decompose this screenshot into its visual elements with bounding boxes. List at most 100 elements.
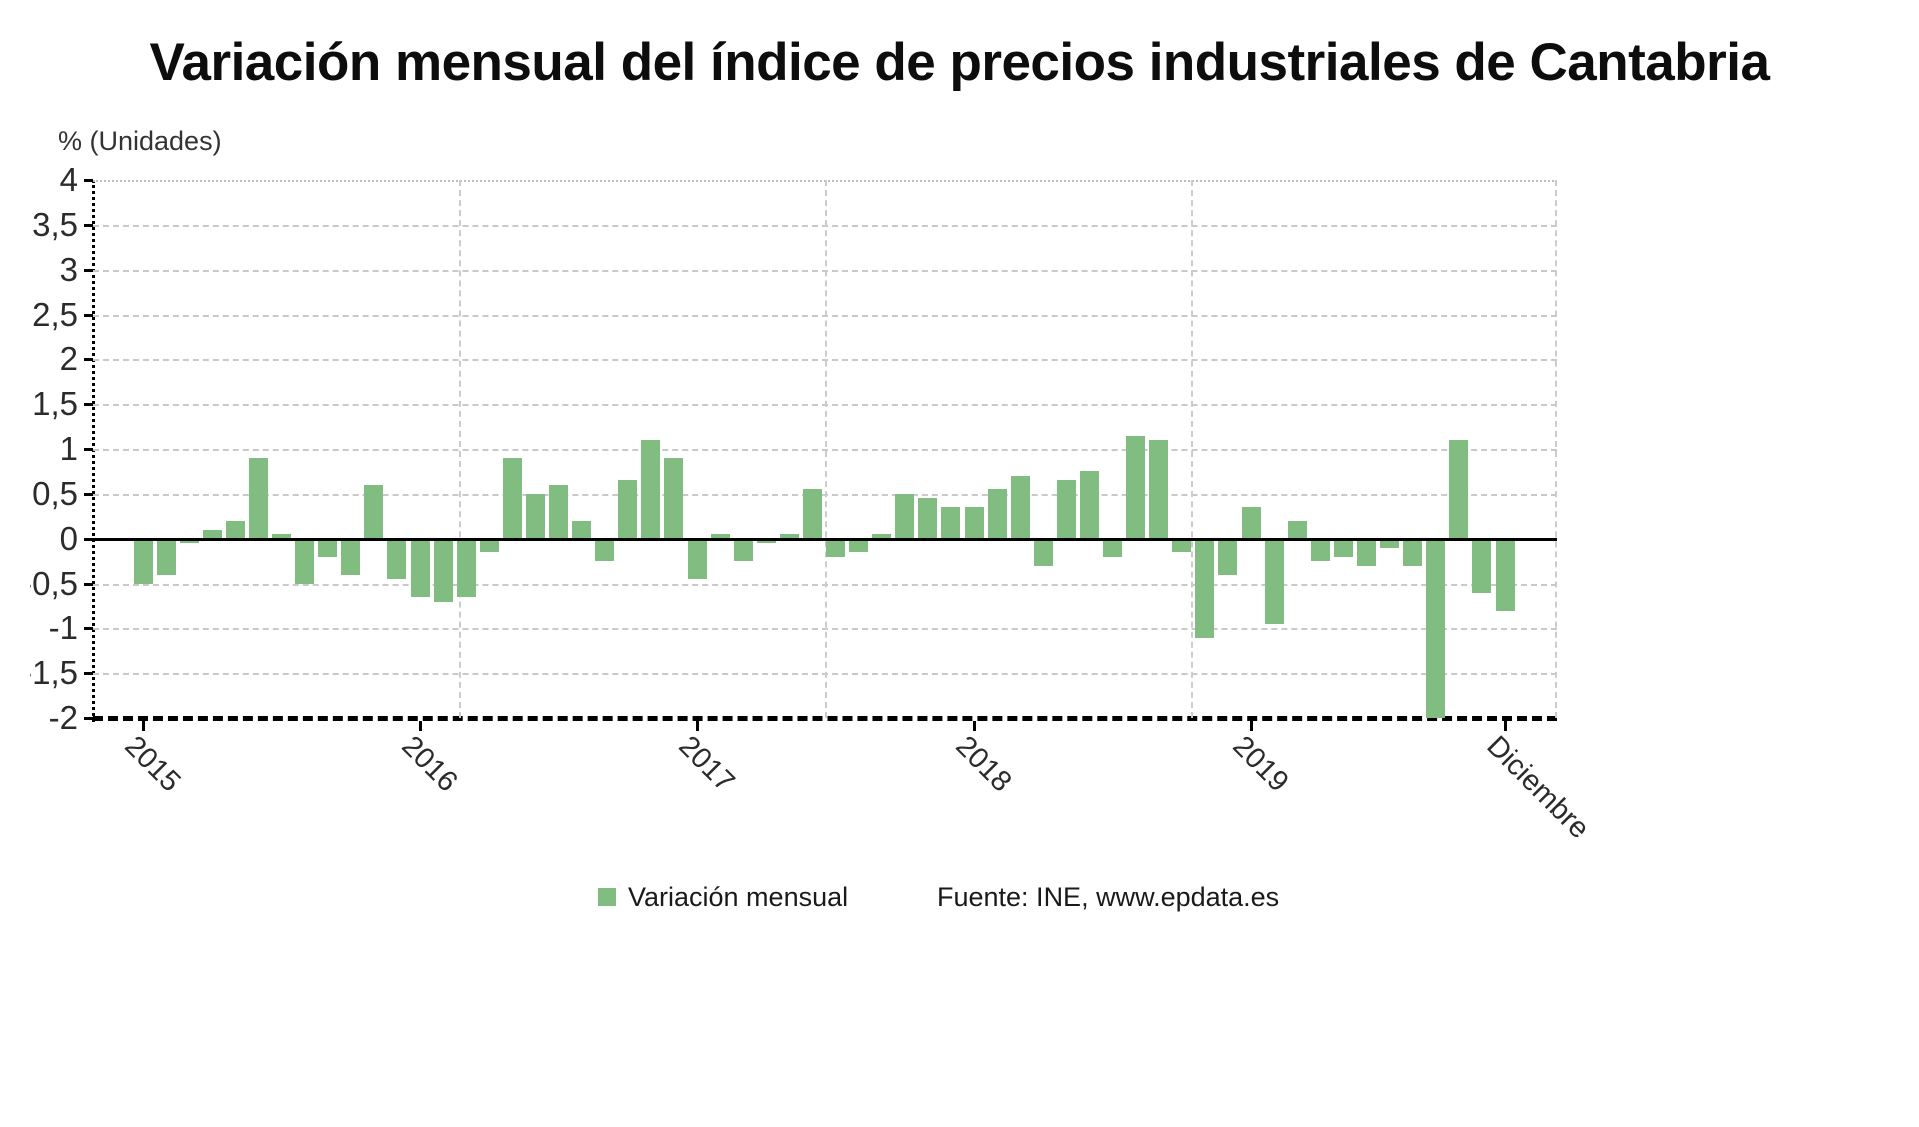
bar bbox=[457, 539, 476, 597]
x-tick-label: Diciembre bbox=[1480, 730, 1596, 845]
bar bbox=[249, 458, 268, 539]
x-tick-mark bbox=[1504, 721, 1507, 731]
y-tick-label: 2,5 bbox=[30, 294, 78, 336]
x-tick-mark bbox=[1250, 721, 1253, 731]
bar bbox=[1357, 539, 1376, 566]
bar bbox=[295, 539, 314, 584]
x-tick-label: 2019 bbox=[1226, 730, 1295, 799]
x-tick-mark bbox=[142, 721, 145, 731]
y-tick-mark bbox=[84, 224, 93, 227]
bar bbox=[1011, 476, 1030, 539]
y-tick-mark bbox=[84, 627, 93, 630]
bar bbox=[1426, 539, 1445, 718]
bar bbox=[480, 539, 499, 552]
legend-label: Variación mensual bbox=[628, 882, 849, 912]
bar bbox=[1288, 521, 1307, 539]
y-tick-mark bbox=[84, 448, 93, 451]
y-tick-mark bbox=[84, 538, 93, 541]
y-tick-mark bbox=[84, 314, 93, 317]
bar bbox=[387, 539, 406, 579]
y-tick-mark bbox=[84, 493, 93, 496]
y-tick-label: 3,5 bbox=[30, 204, 78, 246]
y-tick-label-text: 0,5 bbox=[32, 475, 78, 512]
y-tick-label-text: 0 bbox=[59, 520, 78, 557]
y-tick-mark bbox=[84, 179, 93, 182]
x-axis-line bbox=[93, 716, 1557, 721]
gridline-vertical bbox=[1191, 180, 1193, 718]
y-tick-label: 3 bbox=[30, 249, 78, 291]
y-tick-label-text: 1,5 bbox=[32, 385, 78, 422]
y-tick-label: 0,5 bbox=[30, 473, 78, 515]
bar bbox=[895, 494, 914, 539]
y-tick-label: -0,5 bbox=[30, 563, 78, 605]
y-tick-label-text: -1,5 bbox=[30, 654, 78, 691]
bar bbox=[134, 539, 153, 584]
bar bbox=[272, 534, 291, 538]
bar bbox=[157, 539, 176, 575]
y-tick-mark bbox=[84, 583, 93, 586]
bar bbox=[318, 539, 337, 557]
bar bbox=[803, 489, 822, 538]
bar bbox=[757, 539, 776, 543]
y-tick-label-text: 3,5 bbox=[32, 206, 78, 243]
y-tick-label: -2 bbox=[30, 697, 78, 739]
bar bbox=[641, 440, 660, 539]
x-tick-mark bbox=[419, 721, 422, 731]
legend-swatch-icon bbox=[598, 888, 616, 906]
y-tick-mark bbox=[84, 358, 93, 361]
x-tick-label: 2018 bbox=[949, 730, 1018, 799]
bar bbox=[203, 530, 222, 539]
bar bbox=[1057, 480, 1076, 538]
bar bbox=[434, 539, 453, 602]
y-tick-label-text: 2,5 bbox=[32, 296, 78, 333]
bar bbox=[503, 458, 522, 539]
gridline-vertical bbox=[459, 180, 461, 718]
bar bbox=[849, 539, 868, 552]
bar bbox=[549, 485, 568, 539]
bar bbox=[688, 539, 707, 579]
bar bbox=[1496, 539, 1515, 611]
bar bbox=[1172, 539, 1191, 552]
bar bbox=[1218, 539, 1237, 575]
y-tick-label: 0 bbox=[30, 518, 78, 560]
source-text: Fuente: INE, www.epdata.es bbox=[937, 882, 1280, 912]
y-tick-label-text: 1 bbox=[59, 430, 78, 467]
bar bbox=[1403, 539, 1422, 566]
x-tick-label: 2016 bbox=[395, 730, 464, 799]
bar bbox=[1311, 539, 1330, 561]
chart-title: Variación mensual del índice de precios … bbox=[149, 33, 1770, 92]
bar bbox=[1265, 539, 1284, 624]
bar bbox=[1149, 440, 1168, 539]
y-tick-label: 1 bbox=[30, 428, 78, 470]
bar bbox=[941, 507, 960, 538]
plot-right-border bbox=[1555, 180, 1557, 718]
bar bbox=[526, 494, 545, 539]
y-axis-unit-label: % (Unidades) bbox=[58, 126, 222, 156]
bar bbox=[965, 507, 984, 538]
y-tick-label-text: -0,5 bbox=[30, 565, 78, 602]
y-tick-label: -1 bbox=[30, 607, 78, 649]
bar bbox=[918, 498, 937, 538]
y-tick-mark bbox=[84, 269, 93, 272]
y-tick-mark bbox=[84, 717, 93, 720]
bar bbox=[411, 539, 430, 597]
y-tick-mark bbox=[84, 672, 93, 675]
bar bbox=[872, 534, 891, 538]
bar bbox=[1034, 539, 1053, 566]
bar bbox=[341, 539, 360, 575]
bar bbox=[1380, 539, 1399, 548]
bar bbox=[826, 539, 845, 557]
bar bbox=[1449, 440, 1468, 539]
y-tick-label: -1,5 bbox=[30, 652, 78, 694]
bar bbox=[180, 539, 199, 543]
bar bbox=[595, 539, 614, 561]
zero-baseline bbox=[93, 538, 1557, 541]
bar bbox=[1080, 471, 1099, 538]
x-tick-mark bbox=[973, 721, 976, 731]
y-tick-label-text: 3 bbox=[59, 251, 78, 288]
y-tick-label: 2 bbox=[30, 338, 78, 380]
bar bbox=[988, 489, 1007, 538]
bar bbox=[1334, 539, 1353, 557]
bar bbox=[364, 485, 383, 539]
y-tick-label-text: 4 bbox=[59, 161, 78, 198]
